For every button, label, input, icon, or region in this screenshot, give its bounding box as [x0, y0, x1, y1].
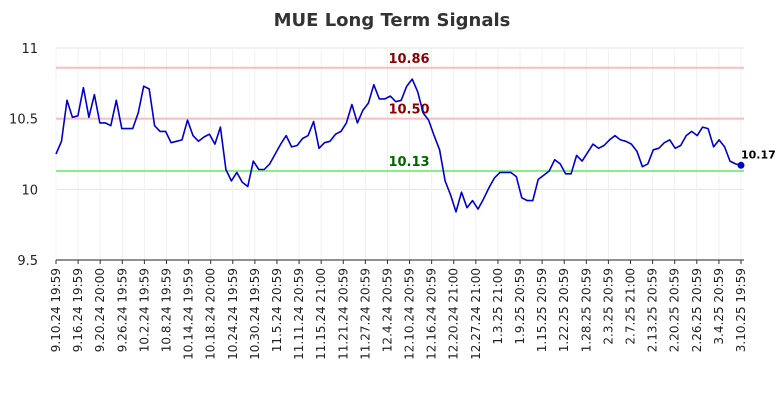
- x-tick-label: 1.22.25 20:59: [557, 268, 571, 352]
- x-tick-label: 2.7.25 21:00: [624, 268, 638, 345]
- price-series: [55, 78, 742, 213]
- series-line: [55, 78, 742, 213]
- last-value-label: 10.17: [741, 148, 776, 161]
- x-tick-label: 10.18.24 20:00: [204, 268, 218, 360]
- x-tick-label: 11.27.24 20:59: [358, 268, 372, 360]
- x-tick-label: 1.3.25 21:00: [491, 268, 505, 345]
- x-tick-label: 10.2.24 19:59: [137, 268, 151, 352]
- y-axis-ticks: 9.5 10 10.5 11: [9, 42, 38, 269]
- last-value-marker: 10.17: [737, 148, 776, 169]
- level-label-upper: 10.86: [388, 52, 429, 67]
- x-tick-label: 12.16.24 20:59: [425, 268, 439, 360]
- y-tick-label: 11: [21, 42, 38, 57]
- x-tick-label: 12.20.24 21:00: [447, 268, 461, 360]
- x-tick-label: 10.24.24 19:59: [226, 268, 240, 360]
- x-tick-label: 9.26.24 19:59: [115, 268, 129, 352]
- x-tick-label: 12.4.24 20:59: [380, 268, 394, 352]
- chart-title: MUE Long Term Signals: [274, 10, 511, 31]
- x-tick-label: 2.20.25 20:59: [668, 268, 682, 352]
- x-tick-label: 12.10.24 20:59: [403, 268, 417, 360]
- x-tick-label: 11.5.24 20:59: [270, 268, 284, 352]
- x-tick-label: 11.15.24 21:00: [314, 268, 328, 360]
- x-tick-label: 10.14.24 19:59: [182, 268, 196, 360]
- x-tick-label: 2.13.25 20:59: [646, 268, 660, 352]
- x-tick-label: 9.20.24 20:00: [93, 268, 107, 352]
- y-tick-label: 10: [21, 183, 38, 198]
- x-tick-label: 9.10.24 19:59: [49, 268, 63, 352]
- y-tick-label: 10.5: [9, 113, 38, 128]
- x-tick-label: 10.8.24 19:59: [159, 268, 173, 352]
- y-tick-label: 9.5: [17, 254, 38, 269]
- x-tick-label: 9.16.24 19:59: [71, 268, 85, 352]
- x-tick-label: 11.11.24 20:59: [292, 268, 306, 360]
- grid-lines: [55, 47, 744, 261]
- x-tick-label: 3.10.25 19:59: [734, 268, 748, 352]
- x-tick-label: 2.3.25 20:59: [601, 268, 615, 345]
- x-tick-label: 10.30.24 19:59: [248, 268, 262, 360]
- x-tick-label: 3.4.25 20:59: [712, 268, 726, 345]
- x-axis-ticks: 9.10.24 19:59 9.16.24 19:59 9.20.24 20:00 9…: [49, 260, 748, 360]
- x-tick-label: 1.15.25 20:59: [535, 268, 549, 352]
- x-tick-label: 1.28.25 20:59: [579, 268, 593, 352]
- level-label-middle: 10.50: [388, 103, 429, 118]
- x-tick-label: 1.9.25 20:59: [513, 268, 527, 345]
- x-tick-label: 2.26.25 20:59: [690, 268, 704, 352]
- x-tick-label: 12.27.24 21:00: [469, 268, 483, 360]
- last-value-dot: [737, 161, 745, 169]
- x-tick-label: 11.21.24 20:59: [336, 268, 350, 360]
- level-label-lower: 10.13: [388, 155, 429, 170]
- signal-levels: 10.86 10.50 10.13: [56, 52, 744, 172]
